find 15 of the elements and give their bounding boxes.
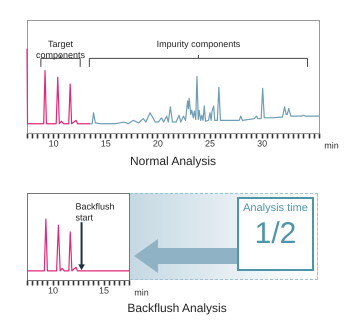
x-tick-label: 25 <box>204 138 216 148</box>
x-axis-title: min <box>324 140 339 150</box>
text: Normal Analysis <box>130 154 216 168</box>
x-tick-label: 15 <box>100 138 111 148</box>
annotation: Impurity components <box>156 39 241 50</box>
annotation: Backflush start <box>75 201 114 222</box>
x-tick-label: 20 <box>152 138 163 148</box>
x-tick-label: 10 <box>48 138 59 148</box>
text-box: Analysis time 1/2 <box>237 197 314 271</box>
text: Backflush Analysis <box>127 301 227 315</box>
x-axis-title: min <box>134 288 149 298</box>
x-tick-label: 30 <box>257 138 268 148</box>
x-tick-label: 15 <box>98 286 110 296</box>
x-tick-label: 10 <box>48 286 58 296</box>
annotation: Target components <box>36 39 86 60</box>
